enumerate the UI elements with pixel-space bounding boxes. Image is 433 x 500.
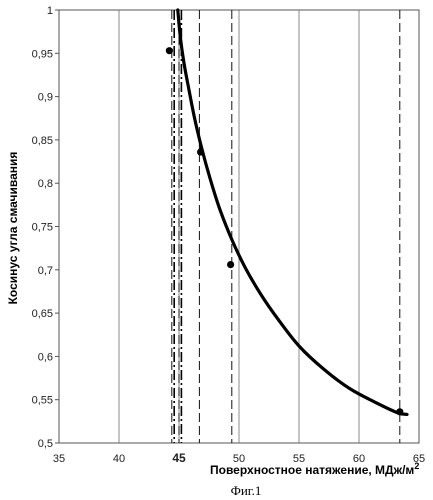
x-axis-label-superscript: 2 bbox=[414, 461, 419, 471]
data-point-1 bbox=[197, 148, 204, 155]
vertical-marker-lines bbox=[172, 10, 400, 443]
data-point-0 bbox=[166, 47, 173, 54]
x-axis-label-text: Поверхностное натяжение, МДж/м bbox=[210, 463, 414, 477]
x-tick-label-40: 40 bbox=[113, 453, 125, 465]
y-tick-label-0,9: 0,9 bbox=[38, 92, 53, 104]
y-tick-label-0,65: 0,65 bbox=[32, 308, 53, 320]
y-tick-label-0,7: 0,7 bbox=[38, 265, 53, 277]
y-tick-label-0,85: 0,85 bbox=[32, 135, 53, 147]
figure-caption: Фиг.1 bbox=[231, 483, 262, 498]
y-axis-label: Косинус угла смачивания bbox=[6, 152, 20, 305]
x-axis-label: Поверхностное натяжение, МДж/м2 bbox=[210, 461, 419, 477]
x-tick-label-45: 45 bbox=[172, 451, 186, 465]
x-tick-label-35: 35 bbox=[53, 453, 65, 465]
y-tick-label-0,95: 0,95 bbox=[32, 48, 53, 60]
grid-lines bbox=[119, 10, 359, 443]
y-tick-label-0,75: 0,75 bbox=[32, 222, 53, 234]
y-tick-label-1: 1 bbox=[47, 5, 53, 17]
y-axis-ticks: 0,5 0,55 0,6 0,65 0,7 0,75 0,8 0,85 0,9 0,95 1 bbox=[32, 5, 59, 450]
data-point-2 bbox=[227, 261, 234, 268]
data-points bbox=[166, 47, 404, 415]
y-tick-label-0,55: 0,55 bbox=[32, 395, 53, 407]
data-point-3 bbox=[396, 408, 403, 415]
y-tick-label-0,8: 0,8 bbox=[38, 178, 53, 190]
y-tick-label-0,5: 0,5 bbox=[38, 438, 53, 450]
y-tick-label-0,6: 0,6 bbox=[38, 351, 53, 363]
fit-curve bbox=[178, 10, 407, 414]
